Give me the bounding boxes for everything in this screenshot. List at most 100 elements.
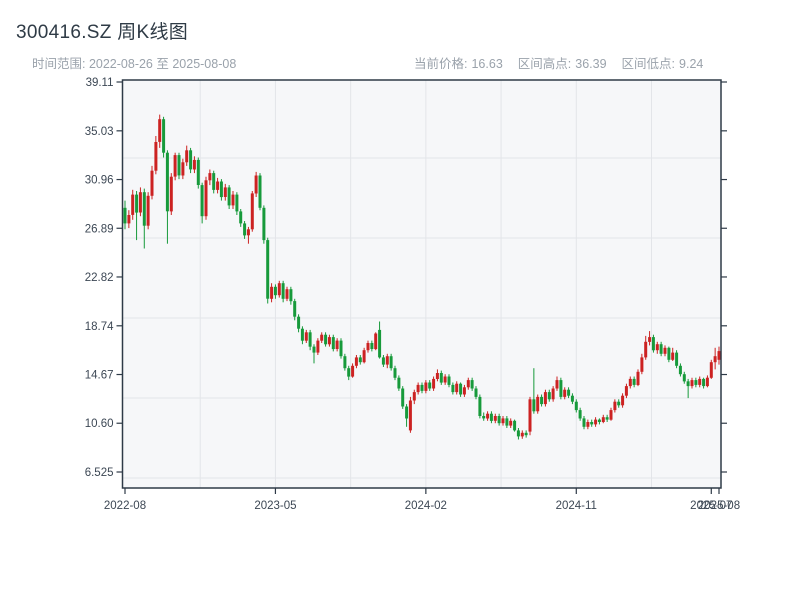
candle bbox=[135, 191, 139, 241]
candle bbox=[520, 430, 524, 439]
candle bbox=[559, 377, 563, 400]
candle bbox=[243, 221, 247, 239]
candle bbox=[378, 321, 382, 359]
candle bbox=[713, 347, 717, 370]
candle bbox=[717, 346, 721, 365]
candle bbox=[227, 185, 231, 209]
candle bbox=[493, 413, 497, 424]
y-axis: 6.525 10.60 14.67 18.74 22.82 26.89 30.96 35.03… bbox=[85, 77, 727, 479]
candle bbox=[482, 412, 486, 421]
candles bbox=[123, 114, 721, 440]
candle bbox=[590, 419, 594, 427]
candle bbox=[451, 382, 455, 395]
x-tick-label: 2023-05 bbox=[254, 500, 296, 512]
candle bbox=[698, 376, 702, 388]
candle bbox=[497, 413, 501, 426]
current-price-label: 当前价格: bbox=[414, 57, 468, 71]
candle bbox=[690, 377, 694, 389]
candle bbox=[489, 411, 493, 424]
candle bbox=[628, 376, 632, 389]
candle bbox=[165, 150, 169, 244]
candle bbox=[563, 387, 567, 400]
x-tick-label: 2024-11 bbox=[556, 500, 597, 512]
candle bbox=[705, 375, 709, 388]
x-tick-label: 2024-02 bbox=[405, 500, 447, 512]
candle bbox=[331, 334, 335, 352]
candle bbox=[420, 382, 424, 394]
candle bbox=[370, 340, 374, 352]
plot-border bbox=[121, 79, 722, 489]
candle bbox=[462, 384, 466, 397]
candle bbox=[285, 286, 289, 302]
candle bbox=[640, 353, 644, 375]
current-price-value: 16.63 bbox=[471, 57, 503, 71]
candle bbox=[146, 192, 150, 230]
y-tick-label: 22.82 bbox=[85, 272, 114, 284]
candle bbox=[648, 331, 652, 346]
candle bbox=[439, 370, 443, 385]
candle bbox=[347, 365, 351, 381]
candle bbox=[297, 314, 301, 333]
candle bbox=[289, 286, 293, 305]
candle bbox=[636, 369, 640, 387]
candle bbox=[470, 377, 474, 391]
y-tick-label: 26.89 bbox=[85, 223, 114, 235]
candle bbox=[466, 377, 470, 390]
candle bbox=[428, 380, 432, 391]
candle bbox=[196, 157, 200, 189]
range-high-stat: 区间高点: 36.39 bbox=[518, 53, 607, 72]
y-tick-label: 6.525 bbox=[85, 467, 114, 479]
candle bbox=[304, 329, 308, 343]
candle bbox=[501, 416, 505, 426]
candle bbox=[312, 344, 316, 364]
candle bbox=[308, 329, 312, 351]
candle bbox=[659, 341, 663, 357]
candle bbox=[667, 346, 671, 363]
candle bbox=[586, 419, 590, 430]
candle bbox=[239, 209, 243, 227]
candle bbox=[223, 183, 227, 201]
candle bbox=[412, 389, 416, 405]
gridlines bbox=[122, 80, 721, 488]
candle bbox=[281, 280, 285, 303]
candle bbox=[273, 284, 277, 299]
x-tick-label: 2025-07 bbox=[690, 500, 732, 512]
candle bbox=[339, 338, 343, 359]
range-low-value: 9.24 bbox=[679, 57, 704, 71]
candle bbox=[154, 136, 158, 175]
x-axis: 2022-08 2023-05 2024-02 2024-11 2025-072025-… bbox=[104, 488, 740, 512]
candle bbox=[570, 393, 574, 405]
candle bbox=[528, 396, 532, 436]
candle bbox=[505, 416, 509, 428]
candle bbox=[543, 389, 547, 407]
candle bbox=[613, 399, 617, 413]
candle bbox=[181, 158, 185, 180]
candle bbox=[605, 414, 609, 422]
candle bbox=[540, 394, 544, 407]
candle bbox=[123, 200, 127, 230]
candle bbox=[246, 226, 250, 244]
candle bbox=[216, 177, 220, 194]
y-tick-label: 14.67 bbox=[85, 370, 114, 382]
price-stats: 当前价格: 16.63 区间高点: 36.39 区间低点: 9.24 bbox=[414, 53, 703, 72]
y-tick-label: 30.96 bbox=[85, 175, 114, 187]
candle bbox=[250, 191, 254, 232]
candle bbox=[162, 116, 166, 158]
candle bbox=[424, 380, 428, 394]
range-high-value: 36.39 bbox=[575, 57, 607, 71]
candle bbox=[327, 334, 331, 347]
candle bbox=[219, 179, 223, 201]
chart-subheader: 时间范围: 2022-08-26 至 2025-08-08 当前价格: 16.63… bbox=[16, 53, 784, 72]
plot-area bbox=[122, 80, 721, 488]
candle bbox=[597, 418, 601, 425]
candle bbox=[574, 399, 578, 413]
candle bbox=[702, 377, 706, 389]
candle bbox=[532, 368, 536, 414]
candle bbox=[185, 145, 189, 166]
candle bbox=[478, 394, 482, 419]
candle bbox=[694, 377, 698, 388]
y-tick-label: 35.03 bbox=[85, 126, 114, 138]
candle bbox=[582, 416, 586, 430]
y-tick-label: 18.74 bbox=[85, 321, 114, 333]
